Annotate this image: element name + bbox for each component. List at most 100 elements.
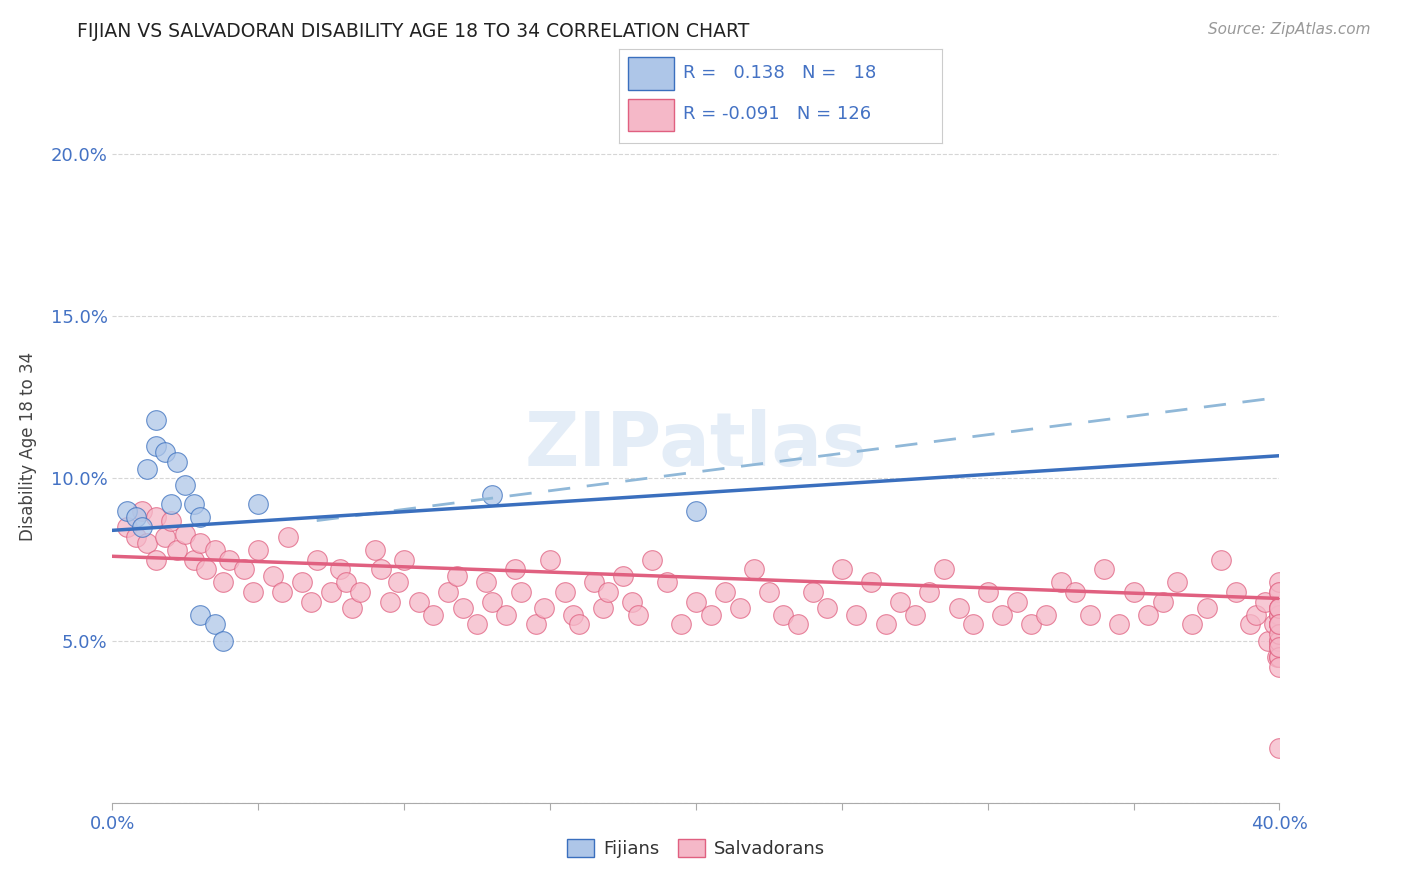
Point <box>218 552 240 566</box>
Point <box>1268 659 1291 673</box>
Point <box>481 488 503 502</box>
Point <box>115 504 138 518</box>
Point <box>465 617 488 632</box>
Point <box>991 607 1014 622</box>
Point <box>787 617 810 632</box>
Point <box>183 497 205 511</box>
Point <box>801 585 824 599</box>
Point <box>1035 607 1057 622</box>
Point <box>145 552 167 566</box>
Point <box>188 510 211 524</box>
Point <box>1244 607 1267 622</box>
Point <box>232 562 254 576</box>
Point <box>1268 633 1291 648</box>
Point <box>509 585 531 599</box>
Point <box>299 595 322 609</box>
Point <box>932 562 955 576</box>
Point <box>136 536 159 550</box>
Point <box>592 601 614 615</box>
Point <box>524 617 547 632</box>
Point <box>1078 607 1101 622</box>
Point <box>276 530 298 544</box>
Point <box>976 585 998 599</box>
Point <box>145 439 167 453</box>
Point <box>153 530 176 544</box>
Point <box>387 575 409 590</box>
Text: Source: ZipAtlas.com: Source: ZipAtlas.com <box>1208 22 1371 37</box>
Text: R = -0.091   N = 126: R = -0.091 N = 126 <box>683 105 872 123</box>
Point <box>422 607 444 622</box>
Point <box>1005 595 1028 609</box>
Text: ZIPatlas: ZIPatlas <box>524 409 868 483</box>
Point <box>1268 601 1291 615</box>
Point <box>1257 633 1279 648</box>
Point <box>962 617 984 632</box>
Point <box>503 562 526 576</box>
Point <box>247 497 270 511</box>
Point <box>1094 562 1116 576</box>
Point <box>1268 607 1291 622</box>
Point <box>699 607 721 622</box>
Point <box>1268 640 1291 654</box>
Point <box>160 497 183 511</box>
Point <box>671 617 693 632</box>
Text: R =   0.138   N =   18: R = 0.138 N = 18 <box>683 64 876 82</box>
Point <box>145 413 167 427</box>
Point <box>160 514 183 528</box>
Point <box>481 595 503 609</box>
Point <box>728 601 751 615</box>
Point <box>349 585 371 599</box>
Point <box>1268 617 1291 632</box>
Point <box>1049 575 1071 590</box>
Point <box>772 607 794 622</box>
Point <box>394 552 416 566</box>
Point <box>136 461 159 475</box>
Point <box>247 542 270 557</box>
Point <box>815 601 838 615</box>
Point <box>1268 617 1291 632</box>
Point <box>1268 617 1291 632</box>
Point <box>242 585 264 599</box>
Point <box>1268 585 1291 599</box>
Point <box>1268 633 1291 648</box>
Point <box>685 504 707 518</box>
Point <box>1166 575 1188 590</box>
Point <box>627 607 650 622</box>
Point <box>1268 740 1291 755</box>
Point <box>554 585 576 599</box>
Point <box>742 562 765 576</box>
Point <box>918 585 941 599</box>
Point <box>1268 649 1291 664</box>
Point <box>904 607 927 622</box>
Point <box>1209 552 1232 566</box>
Point <box>174 526 197 541</box>
Point <box>568 617 591 632</box>
Point <box>329 562 352 576</box>
Point <box>1195 601 1218 615</box>
Point <box>620 595 643 609</box>
Point <box>533 601 555 615</box>
Point <box>1152 595 1174 609</box>
Y-axis label: Disability Age 18 to 34: Disability Age 18 to 34 <box>18 351 37 541</box>
Point <box>598 585 620 599</box>
Point <box>1181 617 1204 632</box>
Point <box>262 568 284 582</box>
Point <box>1122 585 1144 599</box>
Point <box>948 601 970 615</box>
Point <box>1268 640 1291 654</box>
Point <box>1064 585 1087 599</box>
Point <box>270 585 292 599</box>
Point <box>115 520 138 534</box>
Point <box>125 530 148 544</box>
Point <box>495 607 517 622</box>
Point <box>212 575 235 590</box>
Point <box>612 568 634 582</box>
Text: FIJIAN VS SALVADORAN DISABILITY AGE 18 TO 34 CORRELATION CHART: FIJIAN VS SALVADORAN DISABILITY AGE 18 T… <box>77 22 749 41</box>
Point <box>451 601 474 615</box>
Point <box>475 575 498 590</box>
Point <box>340 601 363 615</box>
Point <box>305 552 328 566</box>
Point <box>446 568 468 582</box>
Point <box>291 575 314 590</box>
Point <box>166 455 188 469</box>
